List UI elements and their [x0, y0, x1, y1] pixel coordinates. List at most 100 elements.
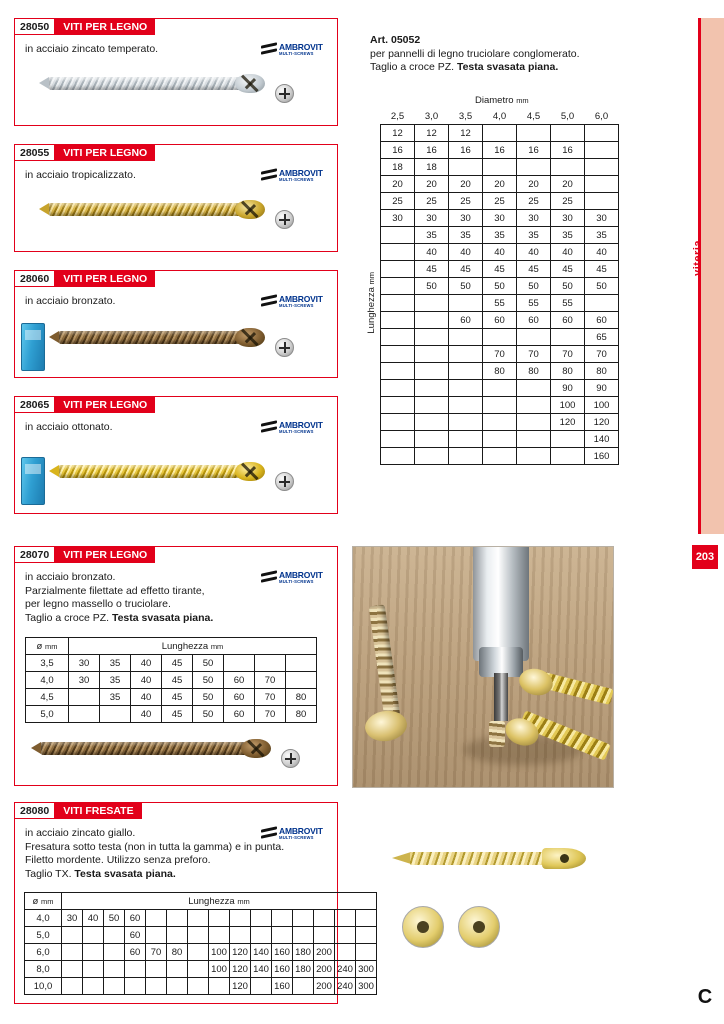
table-cell: 65: [584, 328, 619, 346]
table-cell: [61, 960, 83, 978]
table-cell: 45: [550, 260, 585, 278]
desc-line-2: Parzialmente filettate ad effetto tirant…: [25, 584, 205, 597]
screw-point: [392, 852, 411, 864]
diameter-cell: 8,0: [24, 960, 62, 978]
table-cell: 60: [223, 705, 255, 723]
table-cell: 70: [254, 705, 286, 723]
diameter-header-cell: 6,0: [584, 108, 619, 125]
table-cell: 120: [229, 960, 251, 978]
table-cell: 40: [550, 243, 585, 261]
side-tab-label: viteria: [692, 240, 704, 276]
diameter-cell: 4,0: [24, 909, 62, 927]
table-row: 65: [380, 328, 619, 346]
table-cell: 100: [550, 396, 585, 414]
table-cell: 35: [584, 226, 619, 244]
ambrovit-logo: AMBROVIT MULTI-SCREWS: [261, 41, 327, 61]
table-cell: [292, 926, 314, 944]
table-cell: 16: [380, 141, 415, 159]
table-cell: 16: [482, 141, 517, 159]
table-cell: [380, 430, 415, 448]
table-cell: 120: [229, 943, 251, 961]
table-cell: 18: [414, 158, 449, 176]
table-cell: [271, 909, 293, 927]
table-cell: 50: [192, 654, 224, 672]
table-cell: 60: [516, 311, 551, 329]
packaging-box: [21, 457, 45, 505]
table-cell: 25: [482, 192, 517, 210]
table-row: 120 120: [380, 413, 619, 431]
table-cell: [187, 943, 209, 961]
table-cell: 40: [82, 909, 104, 927]
product-block-28060: 28060 VITI PER LEGNO in acciaio bronzato…: [14, 270, 338, 378]
screw-image-28050: [39, 74, 265, 93]
desc-line-2: Fresatura sotto testa (non in tutta la g…: [25, 840, 285, 853]
table-cell: [516, 396, 551, 414]
table-cell: [254, 654, 286, 672]
product-title: VITI FRESATE: [55, 802, 142, 819]
desc-line-4-plain: Taglio TX.: [25, 867, 75, 880]
ambrovit-logo: AMBROVIT MULTI-SCREWS: [261, 419, 327, 439]
ambrovit-name: AMBROVIT: [279, 294, 323, 304]
length-span-header: Lunghezza mm: [61, 892, 377, 910]
tx-star-icon: [473, 921, 485, 933]
table-row: 4,0 30 40 50 60: [24, 909, 377, 927]
ambrovit-logo: AMBROVIT MULTI-SCREWS: [261, 167, 327, 187]
table-cell: 30: [448, 209, 483, 227]
table-cell: 60: [124, 943, 146, 961]
table-cell: 40: [516, 243, 551, 261]
table-cell: [448, 396, 483, 414]
table-cell: 100: [208, 960, 230, 978]
table-cell: [166, 977, 188, 995]
table-row: 25 25 25 25 25 25: [380, 192, 619, 210]
product-code: 28070: [14, 546, 56, 563]
table-cell: [482, 158, 517, 176]
table-cell: 80: [482, 362, 517, 380]
table-cell: [448, 379, 483, 397]
screw-image-28060: [49, 328, 265, 347]
table-cell: [61, 943, 83, 961]
product-block-28050: 28050 VITI PER LEGNO in acciaio zincato …: [14, 18, 338, 126]
product-block-28055: 28055 VITI PER LEGNO in acciaio tropical…: [14, 144, 338, 252]
table-cell: 50: [192, 688, 224, 706]
table-cell: 35: [414, 226, 449, 244]
table-cell: [208, 926, 230, 944]
table-cell: 50: [192, 671, 224, 689]
table-cell: [516, 413, 551, 431]
table-cell: [482, 413, 517, 431]
table-cell: [448, 345, 483, 363]
table-cell: [482, 379, 517, 397]
product-description: in acciaio bronzato.: [25, 295, 116, 307]
table-cell: 100: [584, 396, 619, 414]
table-cell: 12: [380, 124, 415, 142]
table-cell: 300: [355, 977, 377, 995]
table-cell: [313, 926, 335, 944]
main-table-row-header: Lunghezza mm: [366, 272, 377, 334]
table-cell: [516, 379, 551, 397]
side-tab-column: viteria: [692, 0, 724, 1024]
table-header-row: ø mm Lunghezza mm: [24, 892, 377, 910]
desc-line-1: in acciaio zincato giallo.: [25, 827, 136, 839]
table-cell: 60: [448, 311, 483, 329]
table-cell: 12: [414, 124, 449, 142]
table-cell: [313, 909, 335, 927]
table-cell: 90: [550, 379, 585, 397]
table-cell: [103, 926, 125, 944]
ambrovit-tagline: MULTI-SCREWS: [279, 177, 314, 182]
product-description: in acciaio bronzato. Parzialmente filett…: [25, 571, 265, 625]
table-cell: [414, 362, 449, 380]
screw-shank: [410, 852, 550, 865]
table-cell: 25: [516, 192, 551, 210]
table-cell: [99, 705, 131, 723]
table-cell: [166, 960, 188, 978]
table-cell: 120: [584, 413, 619, 431]
table-cell: 45: [448, 260, 483, 278]
tx-star-icon: [417, 921, 429, 933]
ambrovit-name: AMBROVIT: [279, 570, 323, 580]
table-row: 4,5 35 40 45 50 60 70 80: [25, 688, 317, 706]
table-cell: [208, 977, 230, 995]
table-cell: 55: [482, 294, 517, 312]
table-cell: 25: [380, 192, 415, 210]
table-cell: [250, 926, 272, 944]
block-header-28080: 28080 VITI FRESATE: [14, 802, 142, 819]
page-number: 203: [692, 545, 718, 569]
